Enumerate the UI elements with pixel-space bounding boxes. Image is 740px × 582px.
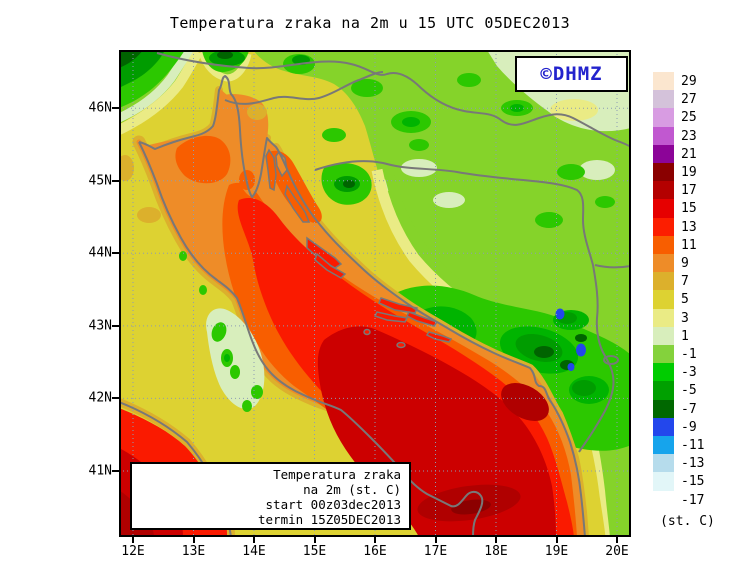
legend-swatch (653, 254, 674, 273)
x-axis-tick (192, 537, 195, 543)
legend-swatch (653, 454, 674, 473)
legend-swatch (653, 163, 674, 182)
legend-value-label: -15 (681, 474, 705, 490)
legend-value-label: 21 (681, 146, 697, 162)
map-frame (119, 50, 631, 537)
x-axis-label: 16E (363, 544, 387, 559)
legend-swatch (653, 381, 674, 400)
page-title: Temperatura zraka na 2m u 15 UTC 05DEC20… (169, 14, 571, 32)
x-axis-tick (555, 537, 558, 543)
legend-value-label: -11 (681, 438, 705, 453)
legend-swatch (653, 126, 674, 145)
info-line: termin 15Z05DEC2013 (258, 512, 401, 527)
legend-swatch (653, 363, 674, 382)
legend-value-label: 17 (681, 183, 697, 199)
y-axis-tick (112, 107, 119, 110)
legend-value-label: 13 (681, 219, 697, 235)
x-axis-tick (495, 537, 497, 543)
legend-swatch (653, 108, 674, 127)
country-borders (156, 52, 631, 453)
x-axis-label: 12E (121, 544, 145, 559)
cold-spot (567, 363, 575, 371)
legend-swatch (653, 345, 674, 364)
y-axis-label: 44N (88, 245, 112, 261)
dhmz-logo-text: ©DHMZ (540, 63, 603, 85)
legend-value-label: 3 (681, 310, 689, 326)
legend-value-label: 29 (681, 74, 697, 89)
legend-value-label: -13 (681, 456, 705, 472)
gridlines (119, 50, 631, 537)
legend-value-label: -17 (681, 492, 705, 508)
dhmz-logo-box: ©DHMZ (515, 56, 628, 92)
legend-value-label: 15 (681, 201, 697, 217)
x-axis-tick (132, 537, 134, 543)
legend-value-label: -5 (681, 383, 697, 399)
y-axis-label: 46N (88, 100, 112, 116)
x-axis-label: 13E (181, 544, 206, 559)
legend-value-label: 19 (681, 165, 697, 180)
legend-swatch (653, 199, 674, 218)
legend-value-label: -7 (681, 401, 697, 417)
cold-spot (555, 308, 565, 320)
legend-swatch (653, 490, 674, 509)
legend-swatch (653, 290, 674, 309)
info-line: Temperatura zraka (273, 467, 401, 482)
legend-unit-label: (st. C) (660, 514, 715, 529)
x-axis-label: 14E (242, 544, 266, 559)
legend-value-label: 11 (681, 237, 697, 253)
map-area (119, 50, 631, 537)
y-axis-label: 45N (88, 173, 112, 189)
legend-swatch (653, 144, 674, 163)
legend-swatch (653, 181, 674, 200)
y-axis-tick (112, 252, 119, 255)
info-line: na 2m (st. C) (303, 482, 401, 497)
legend-value-label: 1 (681, 328, 689, 344)
legend-swatch (653, 235, 674, 254)
y-axis-tick (112, 324, 119, 327)
islands (265, 148, 453, 349)
cold-spot (576, 343, 586, 357)
info-line: start 00z03dec2013 (265, 497, 401, 512)
legend-swatch (653, 417, 674, 436)
legend-swatch (653, 217, 674, 236)
y-axis-tick (112, 469, 119, 472)
y-axis-label: 42N (88, 390, 112, 406)
legend-value-label: 7 (681, 274, 689, 290)
legend-value-label: -1 (681, 347, 697, 362)
legend-swatch (653, 326, 674, 345)
legend-swatch (653, 72, 674, 91)
legend-value-label: 5 (681, 292, 689, 308)
legend-swatch (653, 272, 674, 291)
x-axis-label: 19E (544, 544, 569, 559)
legend-value-label: 27 (681, 92, 697, 108)
legend-swatch (653, 399, 674, 418)
legend-value-label: 23 (681, 128, 697, 144)
x-axis-tick (253, 537, 255, 543)
legend-value-label: 25 (681, 110, 697, 126)
y-axis-label: 41N (88, 463, 112, 479)
y-axis-tick (112, 397, 119, 400)
legend-swatch (653, 90, 674, 109)
run-info-box: Temperatura zraka na 2m (st. C) start 00… (130, 462, 411, 530)
x-axis-tick (434, 537, 437, 543)
x-axis-label: 18E (484, 544, 508, 559)
x-axis-tick (616, 537, 618, 543)
legend-swatch (653, 436, 674, 455)
y-axis-tick (112, 179, 119, 182)
legend-swatch (653, 472, 674, 491)
x-axis-tick (374, 537, 376, 543)
legend-value-label: -3 (681, 365, 697, 381)
legend-value-label: -9 (681, 419, 697, 435)
x-axis-tick (313, 537, 316, 543)
x-axis-label: 17E (423, 544, 448, 559)
legend-value-label: 9 (681, 256, 689, 271)
x-axis-label: 15E (302, 544, 327, 559)
x-axis-label: 20E (605, 544, 629, 559)
legend-entries: 29 27 25 23 21 19 17 15 13 11 9 7 5 3 1 -1 -3 -5 -7 -9 -11 -1… (653, 72, 740, 532)
y-axis-label: 43N (88, 318, 112, 334)
temperature-map-svg (119, 50, 631, 537)
legend-swatch (653, 308, 674, 327)
